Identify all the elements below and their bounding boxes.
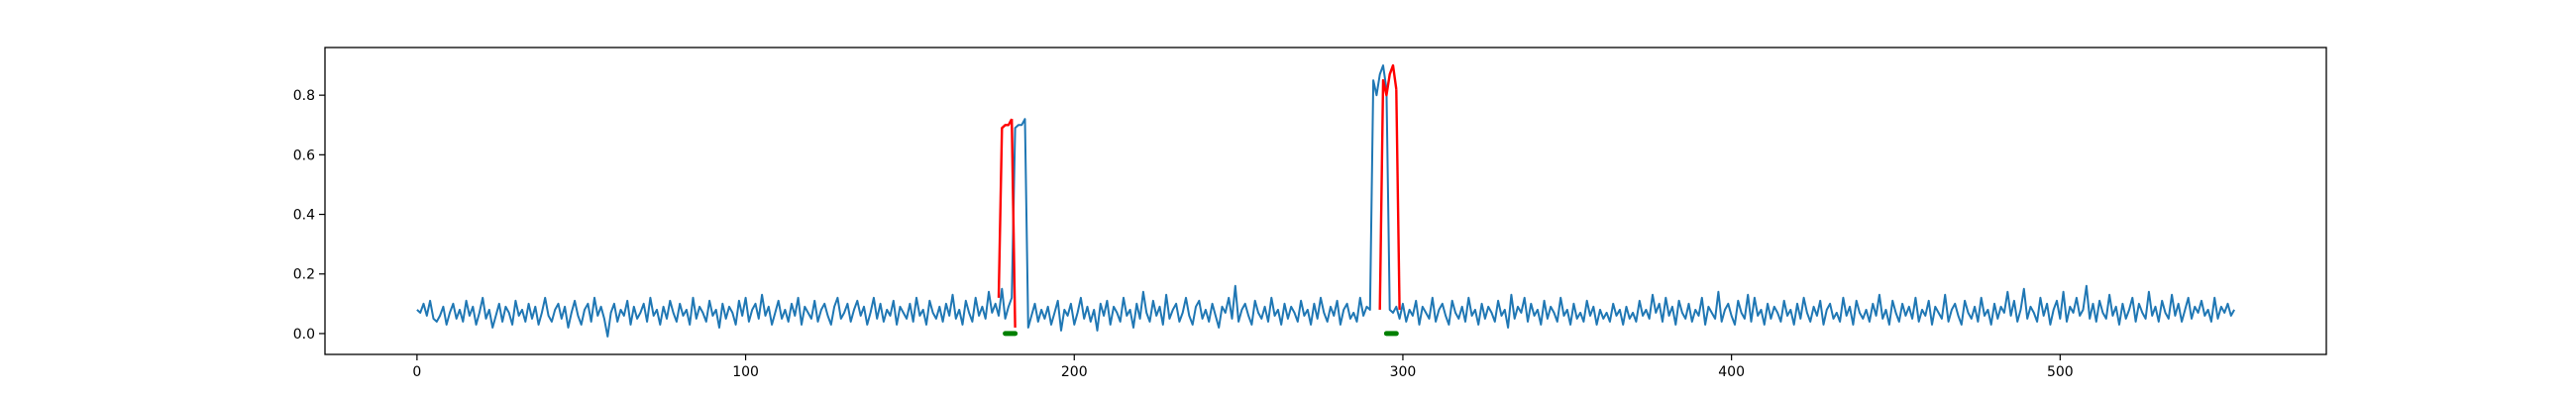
- y-tick-label-4: 0.8: [293, 88, 315, 104]
- series-line-0: [416, 64, 2235, 338]
- y-tick-label-1: 0.2: [293, 267, 315, 283]
- x-tick-label-2: 200: [1061, 364, 1088, 380]
- y-tick-label-0: 0.0: [293, 327, 315, 343]
- y-tick-label-3: 0.6: [293, 148, 315, 163]
- x-tick-label-3: 300: [1390, 364, 1417, 380]
- series-line-2: [1378, 63, 1398, 310]
- x-tick-label-4: 400: [1718, 364, 1745, 380]
- ticks-layer: 0 100 200 300 400 500 0.0 0.2 0.4 0.6 0.8: [293, 88, 2074, 380]
- series-layer: [416, 63, 2235, 338]
- plot-frame: [324, 47, 2327, 355]
- series-line-3: [1011, 119, 1017, 328]
- series-line-1: [997, 118, 1014, 298]
- y-tick-label-2: 0.4: [293, 208, 315, 224]
- x-tick-label-0: 0: [412, 364, 421, 380]
- series-line-4: [1395, 89, 1401, 310]
- x-tick-label-1: 100: [732, 364, 759, 380]
- x-tick-label-5: 500: [2047, 364, 2074, 380]
